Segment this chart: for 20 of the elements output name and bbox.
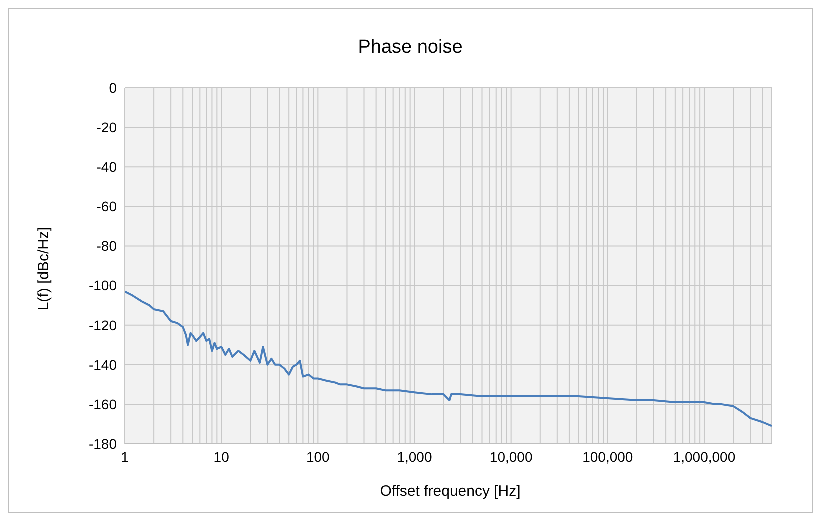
x-tick-label: 100 — [306, 448, 330, 465]
x-tick-label: 1,000,000 — [673, 448, 736, 465]
x-tick-label: 10 — [214, 448, 230, 465]
y-tick-label: -140 — [88, 356, 118, 373]
y-tick-label: -120 — [88, 317, 118, 334]
x-tick-label: 1,000 — [397, 448, 432, 465]
x-tick-label: 10,000 — [490, 448, 533, 465]
y-tick-label: -80 — [96, 238, 118, 254]
y-tick-label: -100 — [88, 278, 118, 294]
y-tick-label: -20 — [96, 120, 118, 136]
y-tick-label: -180 — [88, 436, 118, 452]
x-tick-label: 1 — [121, 448, 130, 465]
y-axis-title: L(f) [dBc/Hz] — [36, 227, 52, 311]
chart-title: Phase noise — [357, 37, 464, 59]
y-tick-label: -160 — [88, 396, 118, 412]
y-tick-label: -60 — [96, 198, 118, 215]
x-tick-label: 100,000 — [582, 448, 634, 465]
x-axis-title: Offset frequency [Hz] — [379, 483, 522, 500]
y-tick-label: -40 — [96, 159, 118, 176]
y-tick-label: 0 — [109, 80, 118, 96]
